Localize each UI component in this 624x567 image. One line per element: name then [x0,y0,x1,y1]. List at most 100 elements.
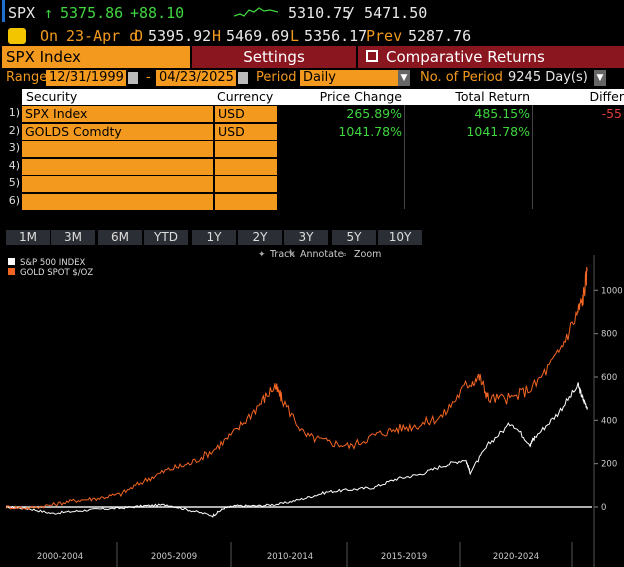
currency-cell[interactable] [215,176,277,192]
title-bar: SPX Index Settings Comparative Returns [0,46,624,68]
y-tick-label: 400 [601,416,617,426]
prev-label: Prev [366,27,403,45]
price-change-cell [278,141,402,157]
price-change-cell: 1041.78% [338,123,402,139]
period-select[interactable]: Daily [300,70,398,86]
legend-swatch-spx [8,258,15,265]
difference-cell [532,194,622,210]
period-button-10y[interactable]: 10Y [378,230,422,245]
chart-toolbar: ✦ Track ✎ Annotate ⌕ Zoom [258,249,381,260]
divider [404,105,405,209]
col-currency[interactable]: Currency [214,89,278,105]
currency-cell[interactable]: USD [215,106,277,122]
security-cell[interactable]: GOLDS Comdty [22,123,213,140]
price-change-cell: 265.89% [346,106,402,121]
chart-legend: S&P 500 INDEX GOLD SPOT $/OZ [8,258,93,278]
calendar-icon[interactable] [128,72,138,84]
series-line-spx [6,382,588,518]
difference-cell [532,176,622,192]
annotate-icon[interactable]: ✎ [288,250,296,260]
returns-table: Security Currency Price Change Total Ret… [6,89,624,213]
security-cell[interactable] [22,158,213,175]
x-category-label: 2015-2019 [381,552,427,562]
total-return-cell [404,141,530,157]
legend-label-gold[interactable]: GOLD SPOT $/OZ [20,268,93,278]
ticker[interactable]: SPX [8,4,36,22]
calendar-icon[interactable] [238,72,248,84]
period-button-ytd[interactable]: YTD [144,230,188,245]
col-difference-label: Differ [589,89,624,104]
period-button-6m[interactable]: 6M [98,230,142,245]
period-button-2y[interactable]: 2Y [238,230,282,245]
comparative-returns-label: Comparative Returns [386,48,545,66]
difference-cell [532,159,622,175]
sparkline-icon [234,7,278,17]
col-security[interactable]: Security [22,89,214,105]
series-line-gold [5,266,588,511]
x-category-label: 2010-2014 [267,552,313,562]
row-number: 3) [8,141,20,154]
row-number: 5) [8,176,20,189]
security-cell[interactable]: SPX Index [22,106,213,122]
price-change-cell [278,176,402,192]
start-date-input[interactable]: 12/31/1999 [46,70,126,86]
security-cell[interactable] [22,193,213,210]
security-cell[interactable] [22,176,213,192]
difference-cell [532,141,622,157]
low-value: 5356.17 [304,27,368,45]
zoom-button[interactable]: Zoom [354,249,381,260]
chevron-down-icon[interactable]: ▼ [594,70,606,86]
legend-swatch-gold [8,268,15,275]
period-label: Period [256,70,297,85]
total-return-cell: 1041.78% [466,123,530,139]
divider [532,105,533,209]
row-number: 1) [8,106,20,119]
range-separator: - [146,70,151,85]
currency-cell[interactable] [215,141,277,157]
period-button-5y[interactable]: 5Y [332,230,376,245]
chevron-down-icon[interactable]: ▼ [398,70,410,86]
high-value: 5469.69 [226,27,290,45]
price-change-cell [278,159,402,175]
period-button-1y[interactable]: 1Y [192,230,236,245]
currency-cell[interactable] [215,158,277,175]
up-arrow-icon: ↑ [44,4,54,22]
end-date-input[interactable]: 04/23/2025 [156,70,236,86]
period-button-3y[interactable]: 3Y [284,230,328,245]
comparative-returns-tab[interactable]: Comparative Returns [358,46,624,68]
total-return-cell [404,176,530,192]
y-tick-label: 800 [601,330,617,340]
y-tick-label: 1000 [601,286,623,296]
settings-tab[interactable]: Settings [192,46,356,68]
security-title[interactable]: SPX Index [2,46,190,68]
comparative-chart: ✦ Track ✎ Annotate ⌕ Zoom S&P 500 INDEX … [0,247,624,567]
period-button-1m[interactable]: 1M [6,230,50,245]
x-category-label: 2000-2004 [37,552,83,562]
prev-value: 5287.76 [408,27,472,45]
difference-cell: -55 [601,106,622,121]
range-high: / 5471.50 [346,4,428,22]
clock-icon[interactable] [8,28,26,44]
nperiod-value: 9245 Day(s) [508,70,588,85]
currency-cell[interactable] [215,193,277,210]
period-button-3m[interactable]: 3M [51,230,95,245]
x-category-label: 2005-2009 [151,552,197,562]
chart-series [5,266,588,518]
col-price-change[interactable]: Price Change [278,89,404,105]
zoom-icon[interactable]: ⌕ [342,250,347,260]
nperiod-label: No. of Period [420,70,503,85]
external-link-icon [366,50,378,62]
price-change-cell [278,194,402,210]
track-button[interactable]: Track [269,249,295,260]
range-row: Range 12/31/1999 - 04/23/2025 Period Dai… [0,70,624,88]
col-difference[interactable]: Differ [532,89,624,105]
col-total-return[interactable]: Total Return [404,89,532,105]
track-icon[interactable]: ✦ [258,250,266,260]
annotate-button[interactable]: Annotate [300,249,344,260]
legend-label-spx[interactable]: S&P 500 INDEX [20,258,86,268]
x-category-label: 2020-2024 [493,552,539,562]
security-cell[interactable] [22,141,213,157]
y-tick-label: 0 [601,503,606,513]
currency-cell[interactable]: USD [215,123,277,140]
high-label: H [212,27,222,45]
